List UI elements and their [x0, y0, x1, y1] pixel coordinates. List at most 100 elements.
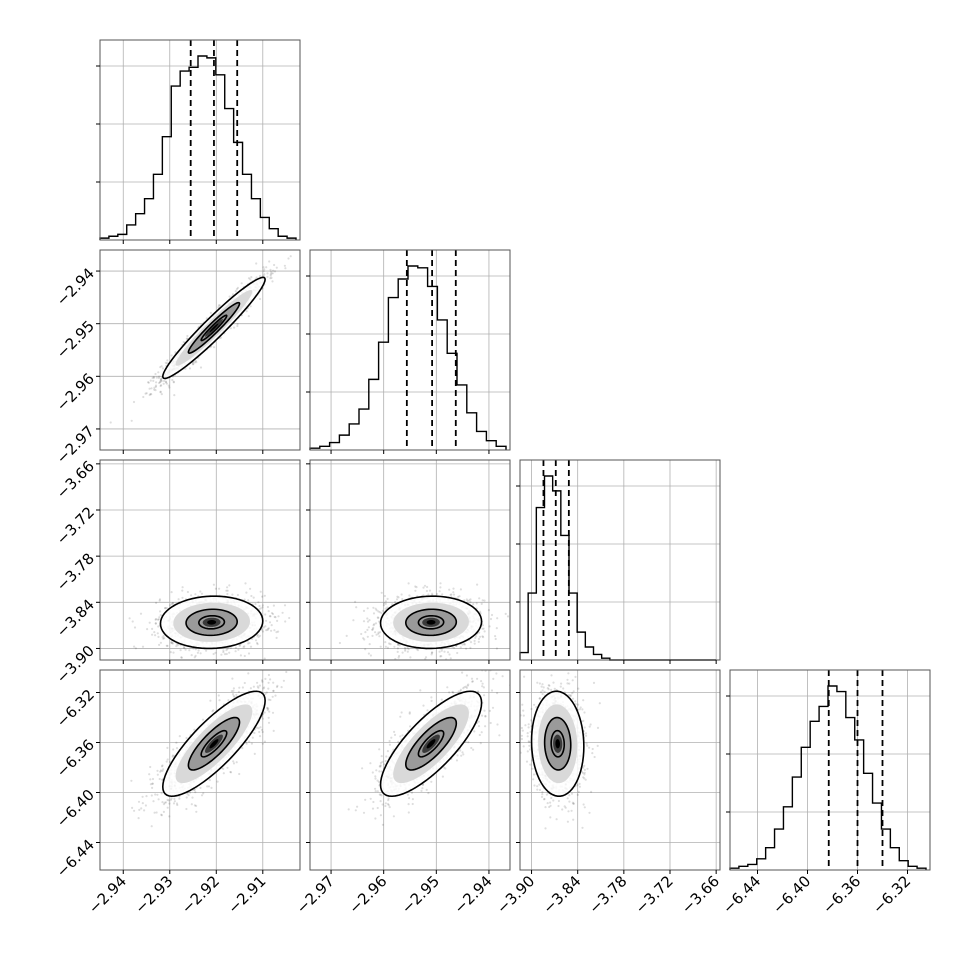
- scatter-point: [414, 589, 417, 592]
- scatter-point: [408, 594, 411, 597]
- scatter-point: [379, 645, 382, 648]
- scatter-point: [266, 272, 269, 275]
- scatter-point: [459, 646, 462, 649]
- scatter-point: [267, 627, 270, 630]
- contour-line-1: [404, 608, 458, 637]
- scatter-point: [214, 651, 217, 654]
- scatter-point: [214, 587, 217, 590]
- scatter-point: [373, 623, 376, 626]
- scatter-point: [364, 631, 367, 634]
- scatter-point: [488, 625, 491, 628]
- scatter-point: [374, 607, 377, 610]
- scatter-point: [269, 678, 272, 681]
- scatter-point: [158, 616, 161, 619]
- scatter-point: [226, 592, 229, 596]
- scatter-point: [416, 649, 420, 652]
- scatter-point: [167, 384, 170, 387]
- scatter-point: [427, 593, 430, 596]
- scatter-point: [430, 653, 433, 656]
- scatter-point: [264, 692, 267, 696]
- scatter-point: [256, 641, 259, 645]
- scatter-point: [371, 628, 374, 631]
- scatter-point: [149, 392, 152, 396]
- scatter-point: [475, 602, 478, 605]
- scatter-point: [290, 244, 292, 246]
- scatter-point: [366, 635, 369, 638]
- scatter-point: [262, 266, 265, 269]
- scatter-point: [225, 649, 228, 652]
- scatter-point: [146, 628, 149, 631]
- scatter-point: [478, 631, 481, 634]
- scatter-point: [394, 600, 397, 604]
- histogram-step-3: [729, 685, 927, 870]
- scatter-point: [180, 656, 183, 659]
- scatter-point: [362, 609, 366, 613]
- scatter-point: [271, 272, 274, 275]
- scatter-point: [355, 606, 358, 609]
- density-panel-0-3: [96, 669, 301, 874]
- scatter-point: [153, 811, 156, 814]
- scatter-point: [164, 380, 168, 383]
- scatter-point: [229, 646, 232, 650]
- contour-line-2: [159, 595, 264, 650]
- scatter-point: [372, 624, 375, 627]
- scatter-point: [375, 609, 378, 612]
- scatter-point: [447, 663, 449, 665]
- scatter-point: [461, 643, 464, 646]
- scatter-point: [483, 599, 486, 602]
- scatter-point: [153, 631, 156, 634]
- scatter-point: [261, 717, 264, 720]
- scatter-point: [240, 282, 243, 285]
- scatter-point: [384, 607, 387, 610]
- scatter-point: [367, 626, 370, 629]
- scatter-point: [422, 586, 425, 589]
- scatter-point: [366, 628, 369, 632]
- scatter-point: [284, 620, 287, 623]
- scatter-point: [400, 593, 403, 596]
- contour-fill-peak: [426, 620, 436, 625]
- scatter-point: [247, 652, 251, 655]
- scatter-point: [448, 653, 451, 656]
- scatter-point: [188, 367, 192, 370]
- scatter-point: [218, 304, 221, 307]
- scatter-point: [263, 626, 266, 629]
- scatter-point: [158, 381, 161, 385]
- scatter-point: [181, 586, 184, 589]
- scatter-point: [426, 585, 429, 589]
- scatter-point: [128, 617, 131, 620]
- scatter-point: [179, 649, 182, 652]
- scatter-point: [384, 600, 387, 603]
- scatter-point: [148, 773, 151, 776]
- scatter-point: [366, 607, 369, 610]
- scatter-point: [175, 645, 178, 648]
- scatter-point: [409, 656, 412, 659]
- scatter-point: [166, 746, 169, 750]
- contour-line-1: [185, 608, 239, 637]
- scatter-point: [288, 616, 291, 620]
- scatter-point: [159, 379, 162, 382]
- scatter-point: [177, 598, 180, 601]
- scatter-point: [472, 665, 474, 667]
- scatter-point: [435, 592, 439, 596]
- scatter-point: [489, 617, 493, 621]
- scatter-point: [487, 609, 490, 612]
- scatter-point: [263, 657, 266, 660]
- scatter-point: [182, 646, 185, 649]
- scatter-point: [345, 634, 348, 638]
- scatter-point: [195, 361, 198, 364]
- scatter-point: [190, 594, 193, 597]
- scatter-point: [184, 648, 187, 651]
- scatter-point: [263, 273, 266, 276]
- scatter-point: [236, 324, 239, 328]
- scatter-point: [196, 651, 199, 654]
- contour-line-2: [161, 276, 266, 380]
- scatter-point: [270, 272, 273, 275]
- scatter-point: [149, 765, 152, 769]
- contour-line-0: [198, 614, 226, 630]
- scatter-point: [174, 351, 177, 354]
- scatter-point: [283, 604, 287, 607]
- scatter-point: [233, 661, 235, 663]
- scatter-point: [262, 270, 265, 273]
- scatter-point: [228, 295, 231, 298]
- scatter-point: [159, 381, 162, 384]
